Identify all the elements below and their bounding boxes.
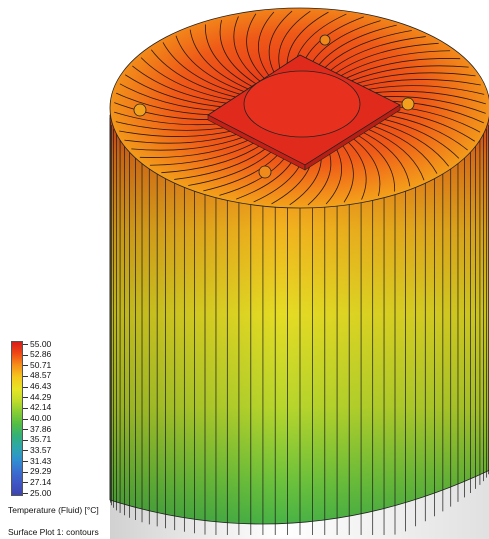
plot-name: Surface Plot 1: contours [8,527,99,537]
cpu-plate-edge [304,104,401,171]
legend-tick-label: 55.00 [30,338,52,349]
legend-tick-label: 27.14 [30,476,52,487]
legend-tick [23,471,28,473]
top-fin [268,10,293,77]
top-fin [140,57,240,102]
fin-lines [109,118,489,535]
legend-tick-label: 46.43 [30,381,52,392]
legend-tick [23,375,28,377]
legend-tick [23,365,28,367]
colorbar [11,341,23,496]
legend-tick [23,354,28,356]
mount-hole [133,103,147,117]
legend-tick [23,429,28,431]
top-fin [347,72,476,87]
legend-tick-label: 48.57 [30,370,52,381]
mount-hole [258,165,272,179]
legend-tick [23,386,28,388]
top-fin [219,19,257,85]
top-fin [343,65,469,85]
legend-tick [23,493,28,494]
legend-tick-label: 35.71 [30,434,52,445]
color-legend: 55.00 52.86 50.71 48.57 46.43 44.29 42.14 40.00… [8,338,158,539]
top-fin [246,13,266,81]
legend-title: Temperature (Fluid) [°C] [8,505,99,515]
top-fin [258,11,275,79]
legend-tick [23,439,28,441]
legend-tick-label: 31.43 [30,455,52,466]
top-fin [351,79,481,90]
legend-tick [23,397,28,399]
top-fin [132,65,239,106]
legend-tick [23,344,28,345]
legend-tick-label: 33.57 [30,444,52,455]
top-fin [334,50,451,81]
top-fin [162,42,243,96]
legend-tick-label: 50.71 [30,359,52,370]
top-fin [189,29,249,90]
legend-tick [23,461,28,463]
legend-tick-label: 29.29 [30,466,52,477]
top-fin [204,24,253,87]
legend-tick [23,418,28,420]
legend-tick-label: 37.86 [30,423,52,434]
top-fin [233,16,261,83]
legend-tick-label: 52.86 [30,349,52,360]
mount-hole [319,34,331,46]
top-fin [175,35,246,93]
mount-hole [401,97,415,111]
top-fin [328,42,439,79]
top-fin [339,58,461,83]
legend-tick [23,450,28,452]
legend-tick-label: 40.00 [30,413,52,423]
legend-tick [23,407,28,409]
legend-tick [23,482,28,484]
legend-tick-label: 25.00 [30,487,52,498]
legend-tick-label: 44.29 [30,391,52,402]
legend-tick-label: 42.14 [30,402,52,413]
cpu-disk [243,70,361,138]
top-fin [150,49,241,99]
